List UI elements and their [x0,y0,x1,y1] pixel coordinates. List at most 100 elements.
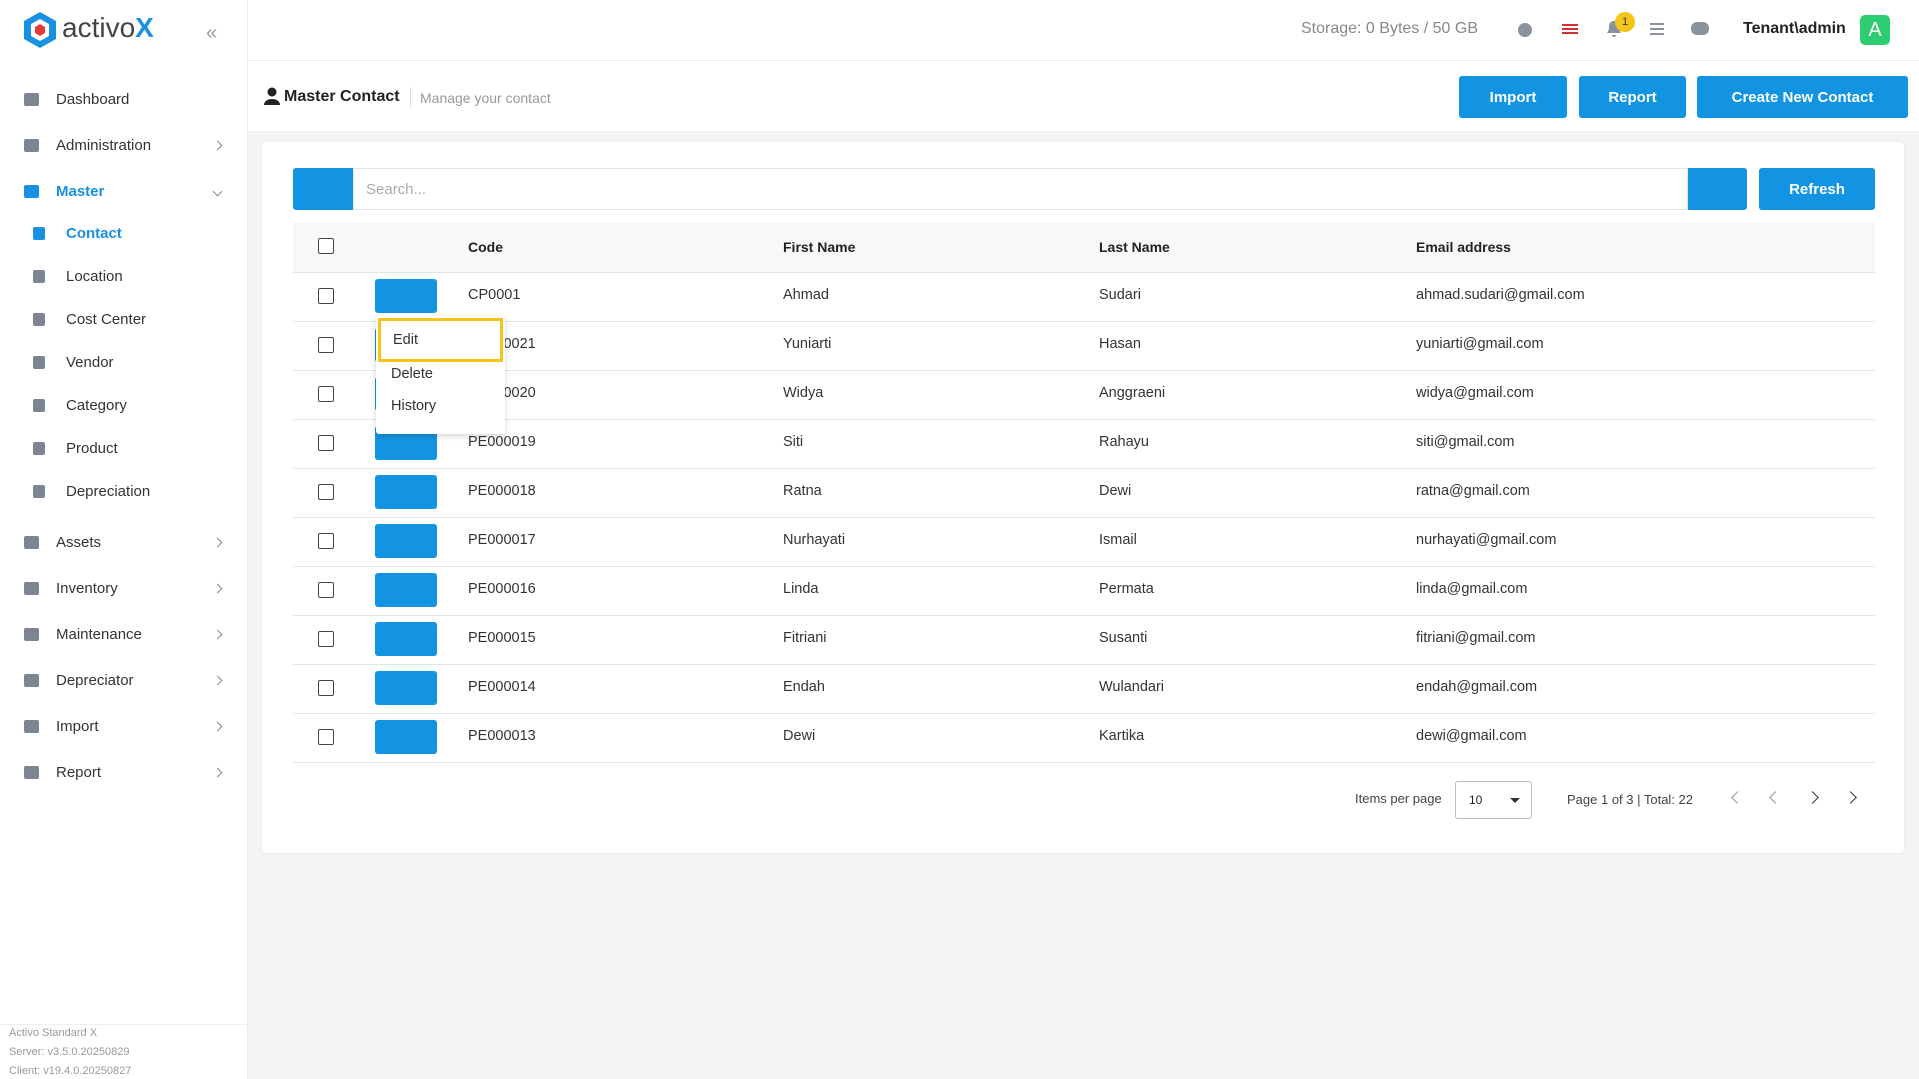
cell: Rahayu [1099,434,1149,450]
row-action-button[interactable] [375,720,437,754]
select-all[interactable] [318,238,334,254]
row-action-button[interactable] [375,671,437,705]
submenu-item[interactable]: Vendor [0,344,248,380]
divider [410,87,411,107]
cell: Dewi [783,728,816,744]
menu-item[interactable]: Administration [0,127,248,163]
menu-item[interactable]: Assets [0,524,248,560]
items-per-page-label: Items per page [1355,791,1442,806]
menu-option[interactable]: Delete [391,366,433,382]
menu-item[interactable]: Inventory [0,570,248,606]
page-size-select[interactable]: 10 [1455,781,1532,819]
cell: PE000015 [468,630,536,646]
language-flag[interactable] [1562,24,1578,35]
cell: CP0001 [468,287,521,303]
menu-option[interactable]: Edit [378,318,503,362]
action-button[interactable]: Import [1459,76,1567,118]
page-title: Master Contact [284,88,400,105]
submenu-item[interactable]: Depreciation [0,473,248,509]
menu-label: Dashboard [56,90,130,108]
cell: Yuniarti [783,336,832,352]
version-line: Client: v19.4.0.20250827 [9,1065,132,1077]
filter-button[interactable] [293,168,353,210]
menu-option[interactable]: History [391,398,437,414]
submenu-item[interactable]: Cost Center [0,301,248,337]
menu-icon [24,535,39,549]
cell: widya@gmail.com [1416,385,1534,401]
collapse-button[interactable]: « [206,22,218,44]
row-checkbox[interactable] [318,386,334,402]
row-action-button[interactable] [375,475,437,509]
row-line [293,468,1875,469]
menu-item[interactable]: Master [0,173,248,209]
divider [0,1024,248,1025]
version-line: Activo Standard X [9,1027,98,1039]
row-checkbox[interactable] [318,680,334,696]
row-checkbox[interactable] [318,533,334,549]
row-line [293,517,1875,518]
logo-icon [24,12,56,48]
menu-icon [24,138,39,152]
page-header: Master Contact Manage your contact Impor… [248,61,1919,131]
cell: Kartika [1099,728,1145,744]
action-button[interactable]: Report [1579,76,1686,118]
row-action-button[interactable] [375,524,437,558]
menu-icon [24,673,39,687]
cell: yuniarti@gmail.com [1416,336,1544,352]
submenu-item[interactable]: Location [0,258,248,294]
menu-item[interactable]: Report [0,754,248,790]
cell: endah@gmail.com [1416,679,1538,695]
cell: PE000014 [468,679,536,695]
menu-label: Administration [56,136,152,154]
tasks-icon[interactable] [1650,23,1664,35]
chevron [212,583,223,593]
submenu-item[interactable]: Product [0,430,248,466]
storage: Storage: 0 Bytes / 50 GB [1301,20,1478,37]
row-action-button[interactable] [375,622,437,656]
cell: fitriani@gmail.com [1416,630,1536,646]
user-name[interactable]: Tenant\admin [1743,20,1846,37]
row-action-button[interactable] [375,573,437,607]
help-icon[interactable] [1518,23,1532,37]
row-checkbox[interactable] [318,337,334,353]
row-checkbox[interactable] [318,435,334,451]
refresh-button[interactable]: Refresh [1759,168,1875,210]
search-input[interactable]: Search... [353,168,1688,210]
cell: PE000016 [468,581,536,597]
menu-label: Location [66,267,123,285]
row-action-button[interactable] [375,279,437,313]
cell: ratna@gmail.com [1416,483,1530,499]
cell: Ahmad [783,287,829,303]
cell: PE000018 [468,483,536,499]
row-checkbox[interactable] [318,484,334,500]
cell: nurhayati@gmail.com [1416,532,1557,548]
cell: Siti [783,434,804,450]
chevron [212,629,223,639]
action-button[interactable]: Create New Contact [1697,76,1908,118]
row-checkbox[interactable] [318,582,334,598]
menu-icon [24,581,39,595]
menu-icon [33,484,45,498]
submenu-item[interactable]: Category [0,387,248,423]
sidebar: activoX « Dashboard Administration Master C… [0,0,248,1079]
chat-icon[interactable] [1691,22,1709,35]
menu-label: Maintenance [56,625,142,643]
menu-item[interactable]: Maintenance [0,616,248,652]
page-subtitle: Manage your contact [420,90,551,106]
page-summary: Page 1 of 3 | Total: 22 [1567,792,1694,807]
row-checkbox[interactable] [318,631,334,647]
menu-item[interactable]: Import [0,708,248,744]
menu-item[interactable]: Dashboard [0,81,248,117]
row-line [293,321,1875,322]
row-checkbox[interactable] [318,729,334,745]
menu-icon [33,269,45,283]
search-button[interactable] [1688,168,1747,210]
submenu-item[interactable]: Contact [0,215,248,251]
avatar[interactable]: A [1860,15,1890,45]
menu-label: Import [56,717,99,735]
row-checkbox[interactable] [318,288,334,304]
topbar: Storage: 0 Bytes / 50 GB 1 Tenant\admin … [248,0,1919,61]
menu-item[interactable]: Depreciator [0,662,248,698]
cell: Ismail [1099,532,1137,548]
